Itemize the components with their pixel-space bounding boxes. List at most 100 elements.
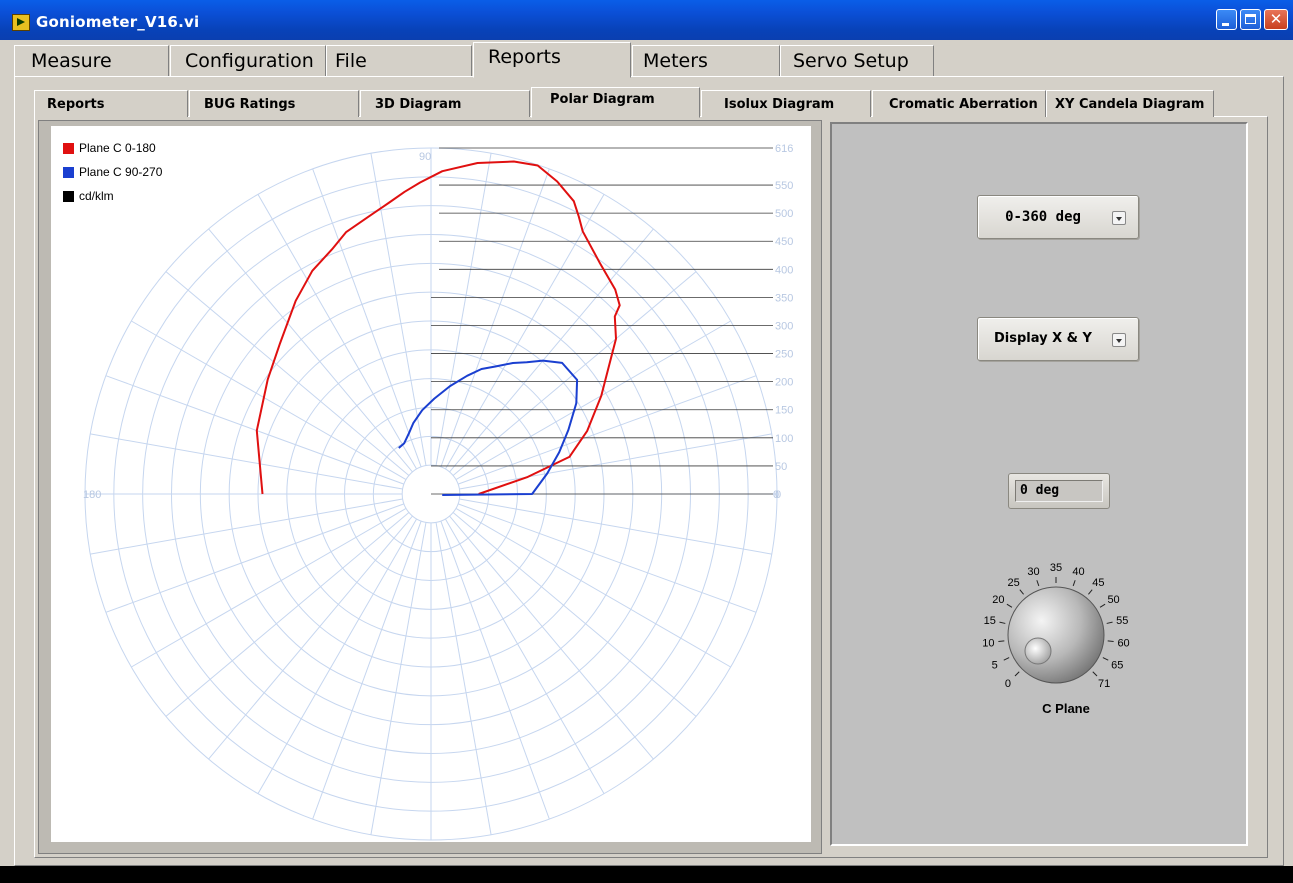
knob-scale-label: 60 (1117, 638, 1129, 650)
polar-graph[interactable]: 616 550 500 450 400 350 300 250 200 150 100 50 0 90 18… (51, 126, 811, 842)
polar-spoke (452, 512, 697, 717)
polar-spoke (165, 271, 410, 476)
angle-indicator-value: 0 deg (1015, 480, 1103, 502)
legend-label: Plane C 90-270 (79, 165, 163, 179)
legend-item[interactable]: Plane C 90-270 (63, 160, 162, 184)
subtab-polar-diagram[interactable]: Polar Diagram (531, 87, 700, 118)
tab-servo-setup[interactable]: Servo Setup (780, 45, 934, 76)
subtab-3d-diagram[interactable]: 3D Diagram (360, 90, 530, 117)
legend-label: Plane C 0-180 (79, 141, 156, 155)
main-tab-bar: Measure Configuration File Reports Meter… (8, 42, 1293, 78)
radial-tick-label: 550 (775, 180, 793, 192)
polar-spoke (457, 503, 757, 613)
display-mode-value: Display X & Y (994, 331, 1092, 346)
radial-tick-label: 200 (775, 377, 793, 389)
polar-spoke (257, 194, 418, 470)
tab-meters[interactable]: Meters (632, 45, 780, 76)
polar-plot-svg: 6165505004504003503002502001501005009018… (83, 143, 793, 841)
series-curve-blue (398, 359, 579, 496)
subtab-cromatic-aberration[interactable]: Cromatic Aberration (872, 90, 1046, 117)
tab-configuration[interactable]: Configuration (170, 45, 326, 76)
polar-spoke (440, 168, 550, 468)
legend-item[interactable]: Plane C 0-180 (63, 136, 162, 160)
polar-spoke (105, 503, 405, 613)
knob-body (1007, 586, 1105, 684)
plot-legend[interactable]: Plane C 0-180 Plane C 90-270 cd/klm (63, 136, 162, 208)
radial-tick-label: 350 (775, 292, 793, 304)
knob-tick (1102, 657, 1109, 661)
polar-spoke (449, 515, 654, 760)
bottom-edge (0, 866, 1293, 883)
knob-scale-label: 30 (1027, 566, 1039, 578)
knob-grip-dimple (1024, 637, 1052, 665)
radial-tick-label: 400 (775, 264, 793, 276)
polar-spoke (312, 168, 422, 468)
polar-spoke (455, 507, 731, 668)
knob-tick (1099, 603, 1106, 608)
knob-tick (1003, 657, 1010, 661)
legend-item[interactable]: cd/klm (63, 184, 162, 208)
radial-tick-label: 0 (775, 489, 781, 501)
tab-measure[interactable]: Measure (14, 45, 169, 76)
radial-tick-label: 500 (775, 208, 793, 220)
minimize-button[interactable] (1216, 9, 1237, 30)
dropdown-arrow-icon[interactable] (1112, 333, 1126, 347)
range-dropdown-value: 0-360 deg (1005, 209, 1081, 225)
radial-tick-label: 616 (775, 143, 793, 155)
knob-tick (1106, 621, 1113, 624)
range-dropdown[interactable]: 0-360 deg (977, 195, 1139, 239)
knob-scale-label: 5 (992, 660, 998, 672)
subtab-xy-candela-diagram[interactable]: XY Candela Diagram (1046, 90, 1214, 117)
dropdown-arrow-icon[interactable] (1112, 211, 1126, 225)
radial-tick-label: 150 (775, 405, 793, 417)
polar-spoke (90, 433, 403, 490)
knob-tick (1014, 671, 1020, 677)
knob-scale-label: 10 (982, 638, 994, 650)
display-mode-dropdown[interactable]: Display X & Y (977, 317, 1139, 361)
knob-scale-label: 40 (1072, 566, 1084, 578)
polar-spoke (208, 228, 413, 473)
tab-file[interactable]: File (326, 45, 472, 76)
tab-reports[interactable]: Reports (473, 42, 631, 78)
polar-spoke (312, 520, 422, 820)
polar-spoke (452, 271, 697, 476)
polar-spoke (435, 153, 492, 466)
subtab-bug-ratings[interactable]: BUG Ratings (189, 90, 359, 117)
maximize-button[interactable] (1240, 9, 1261, 30)
c-plane-label: C Plane (1042, 701, 1090, 716)
series-curve-red (255, 160, 621, 495)
close-button[interactable]: ✕ (1264, 9, 1288, 30)
c-plane-knob[interactable]: 0 5 10 15 20 25 30 35 40 45 50 55 60 65 71 (976, 555, 1136, 725)
knob-scale-label: 35 (1050, 562, 1062, 574)
legend-label: cd/klm (79, 189, 114, 203)
polar-spoke (131, 320, 407, 481)
polar-spoke (370, 153, 427, 466)
subtab-isolux-diagram[interactable]: Isolux Diagram (701, 90, 871, 117)
polar-spoke (165, 512, 410, 717)
subtab-reports[interactable]: Reports (34, 90, 188, 117)
knob-tick (998, 640, 1005, 642)
radial-tick-label: 450 (775, 236, 793, 248)
knob-tick (1088, 589, 1093, 595)
knob-tick (1019, 589, 1024, 595)
polar-spoke (444, 518, 605, 794)
knob-tick (1072, 580, 1076, 587)
radial-tick-label: 300 (775, 320, 793, 332)
polar-spoke (131, 507, 407, 668)
legend-swatch-blue (63, 166, 74, 178)
window-title: Goniometer_V16.vi (36, 13, 200, 31)
angle-label-90: 90 (419, 151, 431, 163)
angle-label-0: 0 (773, 489, 779, 501)
radial-tick-label: 50 (775, 461, 787, 473)
main-tab-panel (14, 76, 1284, 866)
polar-spoke (455, 320, 731, 481)
angle-indicator: 0 deg (1008, 473, 1110, 509)
polar-spoke (90, 498, 403, 555)
radial-tick-label: 100 (775, 433, 793, 445)
knob-scale-label: 65 (1111, 660, 1123, 672)
knob-scale-label: 25 (1007, 577, 1019, 589)
title-bar[interactable]: Goniometer_V16.vi ✕ (0, 0, 1293, 40)
polar-spoke (370, 522, 427, 835)
